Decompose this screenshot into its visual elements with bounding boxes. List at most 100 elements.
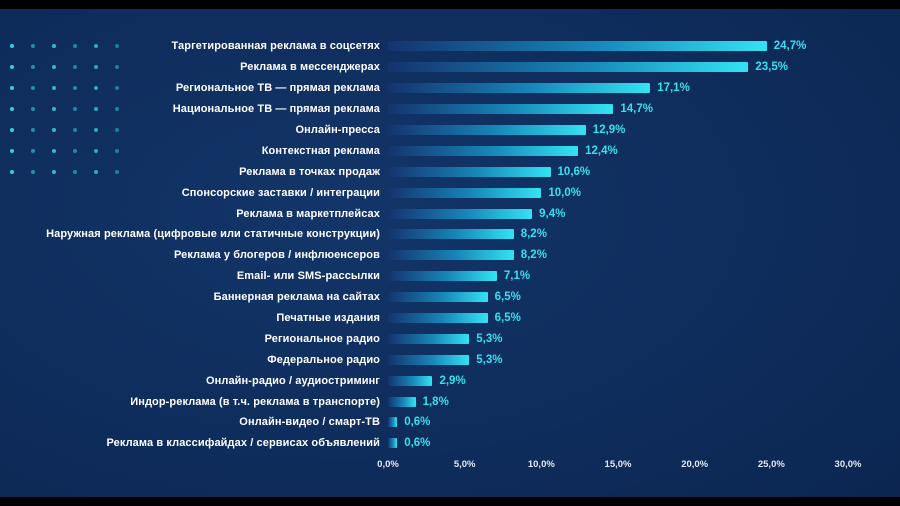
bar-wrap: 1,8% <box>388 396 449 408</box>
decor-dot <box>31 149 35 153</box>
bar <box>388 292 488 303</box>
value-label: 6,5% <box>494 291 521 304</box>
bar <box>388 208 533 219</box>
decor-dot <box>10 44 14 48</box>
decor-dot <box>115 128 119 132</box>
bar <box>388 333 470 344</box>
decor-dot <box>115 86 119 90</box>
value-label: 8,2% <box>520 249 547 262</box>
value-label: 24,7% <box>773 40 807 53</box>
bar <box>388 417 398 428</box>
bar-wrap: 24,7% <box>388 40 806 52</box>
bar <box>388 354 470 365</box>
value-label: 7,1% <box>503 270 531 283</box>
category-label: Контекстная реклама <box>261 144 380 157</box>
decor-dot <box>73 149 77 153</box>
decor-dot <box>94 170 98 174</box>
decor-dot <box>73 107 77 111</box>
decor-dot <box>115 107 119 111</box>
bar <box>388 187 542 198</box>
category-label: Реклама в классифайдах / сервисах объявл… <box>106 437 380 450</box>
decor-dot <box>94 149 98 153</box>
bar <box>388 125 586 135</box>
x-tick-label: 10,0% <box>527 459 555 470</box>
decor-dot <box>10 149 14 153</box>
decor-dot <box>10 107 14 111</box>
category-label: Онлайн-радио / аудиостриминг <box>205 374 380 387</box>
value-label: 10,0% <box>548 186 581 199</box>
bar-wrap: 10,6% <box>388 166 590 178</box>
chart-row: Реклама в маркетплейсах 9,4% <box>0 203 900 224</box>
x-tick-label: 30,0% <box>834 459 862 470</box>
decor-dot <box>31 44 35 48</box>
x-tick-label: 25,0% <box>757 459 785 470</box>
chart-row: Реклама в точках продаж 10,6% <box>0 161 900 182</box>
chart-row: Баннерная реклама на сайтах 6,5% <box>0 287 900 308</box>
decor-dot <box>73 170 77 174</box>
bar-wrap: 6,5% <box>388 291 521 303</box>
chart-row: Таргетированная реклама в соцсетях 24,7% <box>0 36 900 57</box>
decor-dot <box>94 128 98 132</box>
decor-dot <box>10 65 14 69</box>
bar-wrap: 17,1% <box>388 82 690 94</box>
bar-wrap: 2,9% <box>388 375 466 387</box>
bar-wrap: 23,5% <box>388 61 788 73</box>
decor-dot <box>115 44 119 48</box>
category-label: Федеральное радио <box>267 353 380 366</box>
bar-wrap: 0,6% <box>388 437 430 449</box>
chart-row: Email- или SMS-рассылки 7,1% <box>0 266 900 287</box>
category-label: Национальное ТВ — прямая реклама <box>172 103 380 116</box>
decor-dot <box>115 170 119 174</box>
bar <box>388 375 433 386</box>
decor-dot <box>52 65 56 69</box>
value-label: 0,6% <box>404 437 431 450</box>
chart-row: Контекстная реклама 12,4% <box>0 140 900 161</box>
bar <box>388 396 416 407</box>
decor-dot <box>52 149 56 153</box>
decor-dot <box>115 149 119 153</box>
bar <box>388 438 398 449</box>
decor-dot <box>115 65 119 69</box>
value-label: 2,9% <box>439 374 466 387</box>
chart-row: Реклама у блогеров / инфлюенсеров 8,2% <box>0 245 900 266</box>
decor-dot <box>31 107 35 111</box>
category-label: Баннерная реклама на сайтах <box>213 291 380 304</box>
bar-wrap: 12,4% <box>388 145 618 157</box>
decor-dot <box>52 170 56 174</box>
bar <box>388 145 579 156</box>
bar-wrap: 12,9% <box>388 124 625 136</box>
chart-row: Региональное радио 5,3% <box>0 328 900 349</box>
bar <box>388 250 514 261</box>
decor-dot <box>31 170 35 174</box>
decor-dot <box>94 44 98 48</box>
value-label: 17,1% <box>657 82 690 95</box>
bar-chart: Таргетированная реклама в соцсетях 24,7% Р… <box>0 36 900 454</box>
letterbox-top <box>0 0 900 9</box>
decor-dot <box>31 65 35 69</box>
chart-row: Индор-реклама (в т.ч. реклама в транспор… <box>0 391 900 412</box>
bar <box>388 41 767 52</box>
value-label: 23,5% <box>755 61 788 74</box>
value-label: 1,8% <box>422 395 449 408</box>
category-label: Онлайн-видео / смарт-ТВ <box>239 416 380 429</box>
value-label: 8,2% <box>520 228 547 241</box>
bar-rows: Таргетированная реклама в соцсетях 24,7% Р… <box>0 36 900 454</box>
category-label: Спонсорские заставки / интеграции <box>181 186 380 199</box>
x-tick-label: 20,0% <box>681 459 709 470</box>
decor-dot-grid <box>10 44 136 191</box>
category-label: Онлайн-пресса <box>295 124 380 136</box>
value-label: 6,5% <box>494 312 521 325</box>
bar-wrap: 0,6% <box>388 416 430 428</box>
value-label: 5,3% <box>476 332 503 345</box>
category-label: Индор-реклама (в т.ч. реклама в транспор… <box>130 395 380 408</box>
category-label: Наружная реклама (цифровые или статичные… <box>46 228 380 241</box>
value-label: 9,4% <box>539 207 566 220</box>
decor-dot <box>52 86 56 90</box>
bar-wrap: 7,1% <box>388 270 530 282</box>
x-axis: 0,0% 5,0% 10,0% 15,0% 20,0% 25,0% 30,0% <box>0 459 900 475</box>
bar-wrap: 14,7% <box>388 103 653 115</box>
chart-row: Онлайн-видео / смарт-ТВ 0,6% <box>0 412 900 433</box>
category-label: Реклама в точках продаж <box>239 165 380 178</box>
decor-dot <box>52 44 56 48</box>
